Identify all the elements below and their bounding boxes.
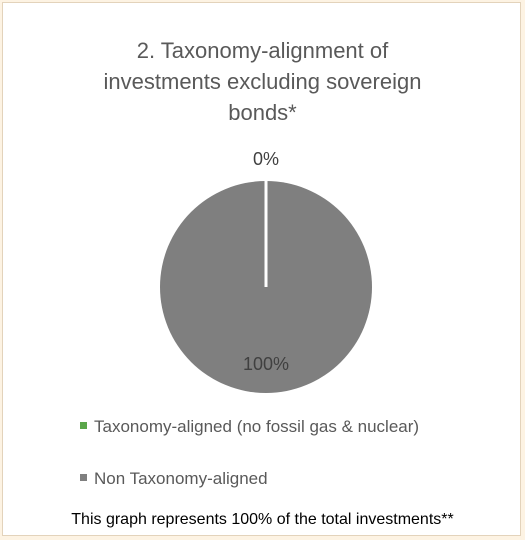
chart-title-line-2: investments excluding sovereign xyxy=(103,69,422,94)
chart-title-line-1: 2. Taxonomy-alignment of xyxy=(136,38,389,63)
footnote: This graph represents 100% of the total … xyxy=(71,511,454,528)
legend-item-taxonomy-aligned: Taxonomy-aligned (no fossil gas & nuclea… xyxy=(80,417,419,437)
legend-label-non-taxonomy-aligned: Non Taxonomy-aligned xyxy=(94,469,268,488)
data-label-taxonomy-aligned: 0% xyxy=(253,149,279,169)
legend-swatch-non-taxonomy-aligned xyxy=(80,474,87,482)
pie-chart: 0% 100% xyxy=(160,149,372,393)
chart-frame: 2. Taxonomy-alignment of investments exc… xyxy=(2,2,521,536)
chart-title: 2. Taxonomy-alignment of investments exc… xyxy=(3,35,522,128)
legend-label-taxonomy-aligned: Taxonomy-aligned (no fossil gas & nuclea… xyxy=(94,417,420,436)
chart-title-line-3: bonds* xyxy=(228,100,297,125)
data-label-non-taxonomy-aligned: 100% xyxy=(243,354,289,374)
legend-item-non-taxonomy-aligned: Non Taxonomy-aligned xyxy=(80,469,268,489)
legend-swatch-taxonomy-aligned xyxy=(80,422,87,430)
